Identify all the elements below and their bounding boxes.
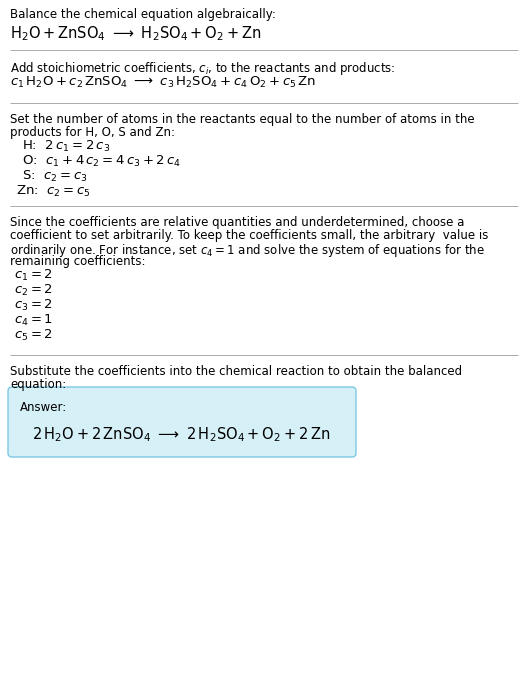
Text: coefficient to set arbitrarily. To keep the coefficients small, the arbitrary  v: coefficient to set arbitrarily. To keep … [10,229,488,242]
Text: Set the number of atoms in the reactants equal to the number of atoms in the: Set the number of atoms in the reactants… [10,113,475,126]
Text: Substitute the coefficients into the chemical reaction to obtain the balanced: Substitute the coefficients into the che… [10,365,462,378]
Text: $c_2 = 2$: $c_2 = 2$ [14,283,53,298]
Text: Add stoichiometric coefficients, $c_i$, to the reactants and products:: Add stoichiometric coefficients, $c_i$, … [10,60,395,77]
Text: $c_4 = 1$: $c_4 = 1$ [14,313,53,328]
Text: products for H, O, S and Zn:: products for H, O, S and Zn: [10,126,175,139]
Text: $c_5 = 2$: $c_5 = 2$ [14,328,53,343]
Text: Balance the chemical equation algebraically:: Balance the chemical equation algebraica… [10,8,276,21]
Text: $2\,\mathregular{H_2O} + 2\,\mathregular{ZnSO_4}\ \longrightarrow\ 2\,\mathregul: $2\,\mathregular{H_2O} + 2\,\mathregular… [32,425,331,443]
FancyBboxPatch shape [8,387,356,457]
Text: Zn:  $c_2 = c_5$: Zn: $c_2 = c_5$ [16,184,90,199]
Text: Answer:: Answer: [20,401,67,414]
Text: $c_1 = 2$: $c_1 = 2$ [14,268,53,283]
Text: $c_3 = 2$: $c_3 = 2$ [14,298,53,313]
Text: S:  $c_2 = c_3$: S: $c_2 = c_3$ [22,169,88,184]
Text: Since the coefficients are relative quantities and underdetermined, choose a: Since the coefficients are relative quan… [10,216,464,229]
Text: equation:: equation: [10,378,66,391]
Text: H:  $2\,c_1 = 2\,c_3$: H: $2\,c_1 = 2\,c_3$ [22,139,110,154]
Text: remaining coefficients:: remaining coefficients: [10,255,146,268]
Text: $c_1\,\mathregular{H_2O} + c_2\,\mathregular{ZnSO_4}\ \longrightarrow\ c_3\,\mat: $c_1\,\mathregular{H_2O} + c_2\,\mathreg… [10,75,316,90]
Text: $\mathregular{H_2O + ZnSO_4\ \longrightarrow\ H_2SO_4 + O_2 + Zn}$: $\mathregular{H_2O + ZnSO_4\ \longrighta… [10,24,262,43]
Text: O:  $c_1 + 4\,c_2 = 4\,c_3 + 2\,c_4$: O: $c_1 + 4\,c_2 = 4\,c_3 + 2\,c_4$ [22,154,181,169]
Text: ordinarily one. For instance, set $c_4 = 1$ and solve the system of equations fo: ordinarily one. For instance, set $c_4 =… [10,242,485,259]
